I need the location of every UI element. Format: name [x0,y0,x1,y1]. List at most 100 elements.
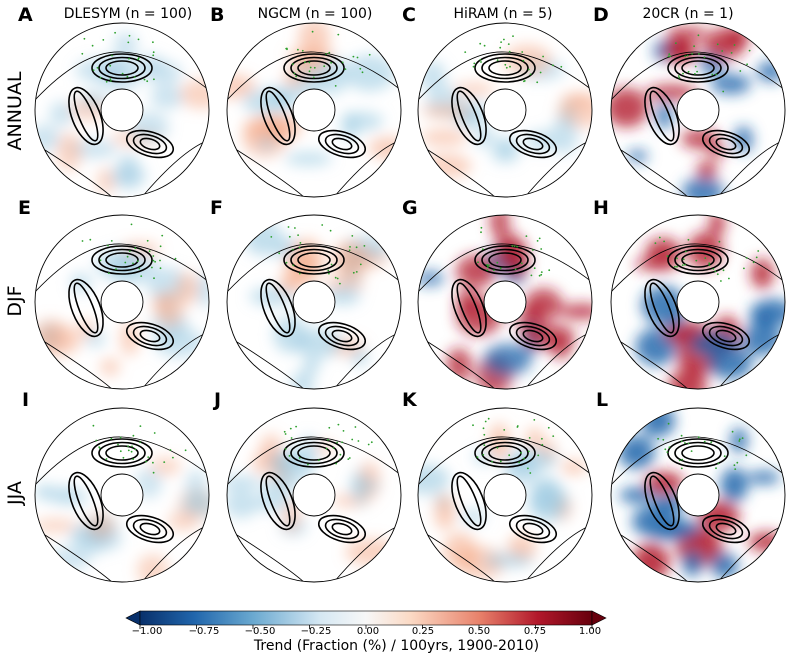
coastline [44,341,113,389]
contour-line [488,60,522,76]
stipple-dot [533,267,536,270]
trend-blob [154,327,204,358]
trend-blob [317,57,349,95]
climatology-contours [644,245,751,351]
contour-line [674,56,722,80]
trend-blob [750,298,785,328]
contour-line [290,56,338,80]
trend-blob [524,288,563,321]
climatology-contours [68,245,175,351]
contour-line [667,438,729,468]
contour-line [91,53,153,83]
stipple-dot [512,35,514,37]
stipple-dot [508,454,511,457]
stipple-dot [284,433,287,435]
stipple-dot [148,250,151,253]
panel-letter-g: G [402,197,418,219]
trend-blob [550,336,572,359]
contour-line [283,53,345,83]
contour-line [125,129,175,159]
stipple-dot [146,80,149,83]
stipple-dot [311,30,314,33]
contour-line [474,53,536,83]
stipple-dot [484,420,487,423]
stipple-dot [662,438,665,441]
trend-blob [710,73,751,95]
stipple-dot [152,461,154,464]
colorbar-tick-label: 0.25 [411,626,435,637]
pole-hole [100,473,144,517]
stipple-dot [159,259,161,262]
stipple-dot [663,240,665,243]
stipple-dot [745,257,748,259]
stipple-dot [174,257,177,260]
stipple-dot [548,269,551,272]
significance-stippling [667,34,751,93]
row-label-jja: JJA [4,481,26,505]
stipple-dot [741,437,744,439]
map-panel-b [226,22,402,198]
stipple-dot [312,76,315,79]
map-panel-j [226,407,402,583]
stipple-dot [152,41,154,44]
stipple-dot [352,271,355,274]
stipple-dot [718,240,721,243]
stipple-dot [681,264,684,266]
map-boundary [610,22,786,198]
map-boundary [417,407,593,583]
contour-line [139,329,161,343]
stipple-dot [109,78,112,81]
stipple-dot [313,66,316,69]
map-panel-k [417,407,593,583]
stipple-dot [153,78,155,81]
stipple-dot [694,73,696,75]
stipple-dot [540,273,543,276]
stipple-dot [686,54,689,57]
stipple-dot [335,462,337,465]
trend-blob [184,469,207,509]
trend-blob [667,519,700,537]
stipple-dot [680,467,683,470]
contour-line [456,475,482,527]
stipple-dot [359,263,362,266]
stipple-dot [682,258,685,261]
contour-line [522,329,544,343]
contour-line [681,60,715,76]
stipple-dot [746,63,748,66]
stipple-dot [287,226,290,228]
stipple-dot [367,443,370,446]
stipple-dot [482,453,485,456]
contour-line [644,471,680,531]
trend-blob [742,322,782,356]
trend-blob [627,149,648,163]
contour-line [715,522,737,536]
contour-line [260,86,296,146]
stipple-dot [291,248,294,251]
stipple-dot [541,443,544,446]
stipple-dot [676,257,678,260]
stipple-dot [757,250,760,252]
significance-stippling [477,226,551,277]
significance-stippling [285,30,371,87]
contour-line [297,252,331,268]
contour-line [674,248,722,272]
stipple-dot [687,238,690,241]
stipple-dot [522,59,525,62]
contour-line [474,245,536,275]
stipple-dot [483,444,486,447]
stipple-dot [363,245,366,247]
stipple-dot [328,426,331,429]
trend-blob [688,26,705,39]
contour-line [91,245,153,275]
stipple-dot [678,76,681,79]
contour-line [515,133,551,155]
stipple-dot [137,57,140,60]
coastline [427,149,496,197]
stipple-dot [355,271,358,273]
stipple-dot [552,435,555,437]
trend-blob [150,84,185,110]
stipple-dot [528,437,531,439]
stipple-dot [678,459,681,462]
contour-line [488,252,522,268]
stipple-dot [560,65,563,68]
